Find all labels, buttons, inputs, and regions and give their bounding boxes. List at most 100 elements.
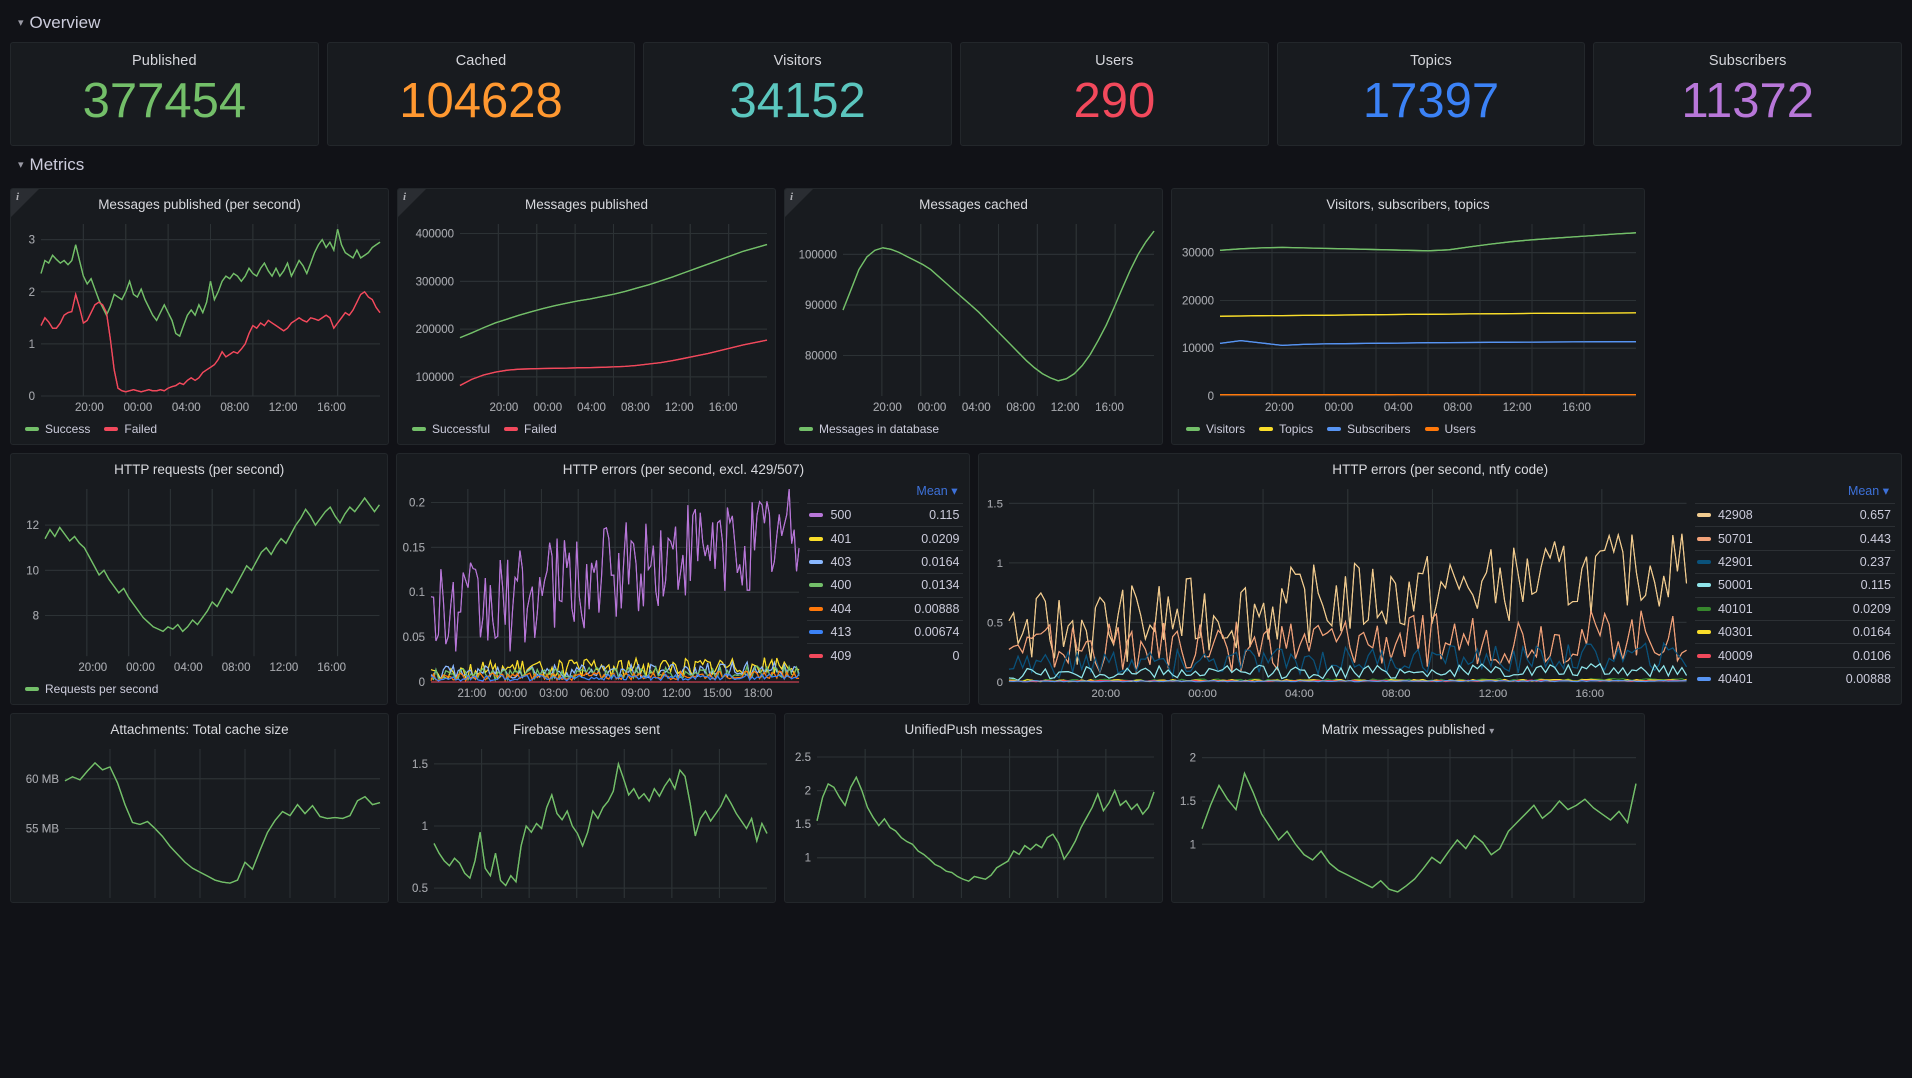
stat-panel-subscribers[interactable]: Subscribers 11372 [1593,42,1903,146]
svg-text:08:00: 08:00 [222,662,251,674]
svg-text:04:00: 04:00 [1285,688,1314,700]
legend-row[interactable]: 40009 0.0106 [1694,643,1895,666]
stat-panel-cached[interactable]: Cached 104628 [326,42,636,146]
legend-row[interactable]: 403 0.0164 [807,549,964,573]
legend-item[interactable]: Successful [412,422,490,436]
stat-panel-topics[interactable]: Topics 17397 [1276,42,1586,146]
legend-item[interactable]: Subscribers [1327,422,1411,436]
svg-text:0: 0 [997,677,1003,689]
svg-text:3: 3 [29,235,35,247]
legend-row[interactable]: 413 0.00674 [807,619,964,643]
legend-row[interactable]: 40401 0.00888 [1694,666,1895,690]
info-letter-icon[interactable]: i [403,191,407,203]
svg-text:16:00: 16:00 [317,662,346,674]
legend-item[interactable]: Messages in database [799,422,939,436]
legend-label: Successful [432,422,491,436]
svg-text:00:00: 00:00 [123,402,152,414]
svg-text:300000: 300000 [416,276,454,288]
svg-text:100000: 100000 [799,249,837,261]
stat-panel-users[interactable]: Users 290 [960,42,1269,146]
legend-item[interactable]: Users [1424,422,1476,436]
legend-row[interactable]: 401 0.0209 [807,526,964,549]
svg-text:1: 1 [1190,839,1196,851]
legend-row[interactable]: 409 0 [807,643,964,666]
info-letter-icon[interactable]: i [790,191,794,203]
chevron-down-icon[interactable]: ▾ [1489,726,1495,737]
chevron-down-icon: ▾ [18,16,24,29]
chart-canvas[interactable]: 8 10 12 20:00 00:00 04:00 08:00 12:00 16:00 8 10 12… [11,479,387,678]
legend-item[interactable]: Failed [104,422,157,436]
plot-area: 0 10000 20000 30000 20:00 00:00 04:00 08:00 12:0… [1172,214,1644,444]
legend-color-swatch [104,427,119,431]
line-chart[interactable]: 0.511.50.511.5 [398,739,775,902]
stat-panel-visitors[interactable]: Visitors 34152 [643,42,953,146]
info-corner-icon[interactable] [785,189,813,217]
svg-text:0.15: 0.15 [403,542,425,554]
svg-text:90000: 90000 [805,300,837,312]
legend-color-swatch [504,427,519,431]
legend-sort-mean[interactable]: Mean ▾ [916,484,958,498]
legend-label: Messages in database [819,422,940,436]
panel-title: Firebase messages sent [512,722,661,737]
legend-row[interactable]: 40301 0.0164 [1694,619,1895,643]
svg-text:2: 2 [805,786,811,798]
info-corner-icon[interactable] [398,189,426,217]
chart-canvas[interactable]: 0 10000 20000 30000 20:00 00:00 04:00 08:00 12:0… [1172,214,1644,418]
svg-text:04:00: 04:00 [962,402,991,414]
svg-text:04:00: 04:00 [174,662,203,674]
legend-color-swatch [25,427,39,431]
legend-item[interactable]: Failed [504,422,557,436]
legend-item[interactable]: Requests per second [25,682,158,696]
line-chart[interactable]: 100000 200000 300000 400000 20:00 00:00 04:00 0… [398,214,775,418]
legend-sort-mean[interactable]: Mean ▾ [1847,484,1889,498]
stat-panel-published[interactable]: Published 377454 [10,42,319,146]
row-header-overview[interactable]: ▾ Overview [10,8,1902,38]
chart-canvas[interactable]: 0 0.05 0.1 0.15 0.2 21:00 00:00 03:00 06:00 09:00… [397,479,807,704]
info-letter-icon[interactable]: i [16,191,20,203]
chart-canvas[interactable]: 0.5 1 1.5 0.5 1 1.5 [398,739,775,902]
chart-canvas[interactable]: 100000 200000 300000 400000 20:00 00:00 04:00 0… [398,214,775,418]
legend-row[interactable]: 42901 0.237 [1694,549,1895,573]
info-corner-icon[interactable] [11,189,39,217]
chart-canvas[interactable]: 80000 90000 100000 20:00 00:00 04:00 08:00 12:0… [785,214,1162,418]
line-chart[interactable]: 11.522.511.522.5 [785,739,1162,902]
chevron-down-icon: ▾ [1882,484,1889,498]
legend-row[interactable]: 50701 0.443 [1694,526,1895,549]
legend-row[interactable]: 404 0.00888 [807,596,964,620]
chart-canvas[interactable]: 0 1 2 3 20:00 00:00 04:00 08:00 12:00 16:00 0 1 2 3 20… [11,214,388,418]
line-chart[interactable]: 0 0.05 0.1 0.15 0.2 21:00 00:00 03:00 06:00 09:00… [397,479,807,704]
panel-visitors-subscribers-topics: Visitors, subscribers, topics 0 10000 2000… [1171,188,1645,445]
line-chart[interactable]: 80000 90000 100000 20:00 00:00 04:00 08:00 12:0… [785,214,1162,418]
line-chart[interactable]: 0 10000 20000 30000 20:00 00:00 04:00 08:00 12:0… [1172,214,1644,418]
svg-text:12:00: 12:00 [662,688,691,700]
legend-item[interactable]: Visitors [1186,422,1245,436]
chart-canvas[interactable]: 0 0.5 1 1.5 20:00 00:00 04:00 08:00 12:00 16:00 0 0… [979,479,1695,704]
svg-text:55 MB: 55 MB [26,823,60,835]
legend-series-name: 40301 [1717,625,1753,640]
legend-row[interactable]: 42908 0.657 [1694,503,1895,526]
legend-item[interactable]: Topics [1259,422,1313,436]
svg-text:00:00: 00:00 [1189,688,1218,700]
svg-text:08:00: 08:00 [1382,688,1411,700]
legend-row[interactable]: 50001 0.115 [1694,573,1895,596]
legend-row[interactable]: 40101 0.0209 [1694,596,1895,620]
legend-label: Visitors [1206,422,1246,436]
svg-text:00:00: 00:00 [499,688,528,700]
legend-item[interactable]: Success [25,422,90,436]
svg-text:00:00: 00:00 [1189,688,1218,700]
chart-canvas[interactable]: 1 1.5 2 2.5 1 1.5 2 2.5 [785,739,1162,902]
legend-row[interactable]: 500 0.115 [807,503,964,526]
row-header-metrics[interactable]: ▾ Metrics [10,150,1902,180]
legend-row[interactable]: 400 0.0134 [807,573,964,596]
chart-canvas[interactable]: 1 1.5 2 1 1.5 2 [1172,739,1644,902]
chart-canvas[interactable]: 55 MB 60 MB 55 MB 60 MB [11,739,388,902]
stat-title: Topics [1410,53,1452,69]
legend-series-name: 50001 [1717,578,1753,593]
legend-series-value: 0.115 [1860,578,1891,593]
legend-series-value: 0.00888 [1845,671,1891,686]
line-chart[interactable]: 00.511.520:00 00:00 04:00 08:00 12:00 16:0000… [979,479,1695,704]
